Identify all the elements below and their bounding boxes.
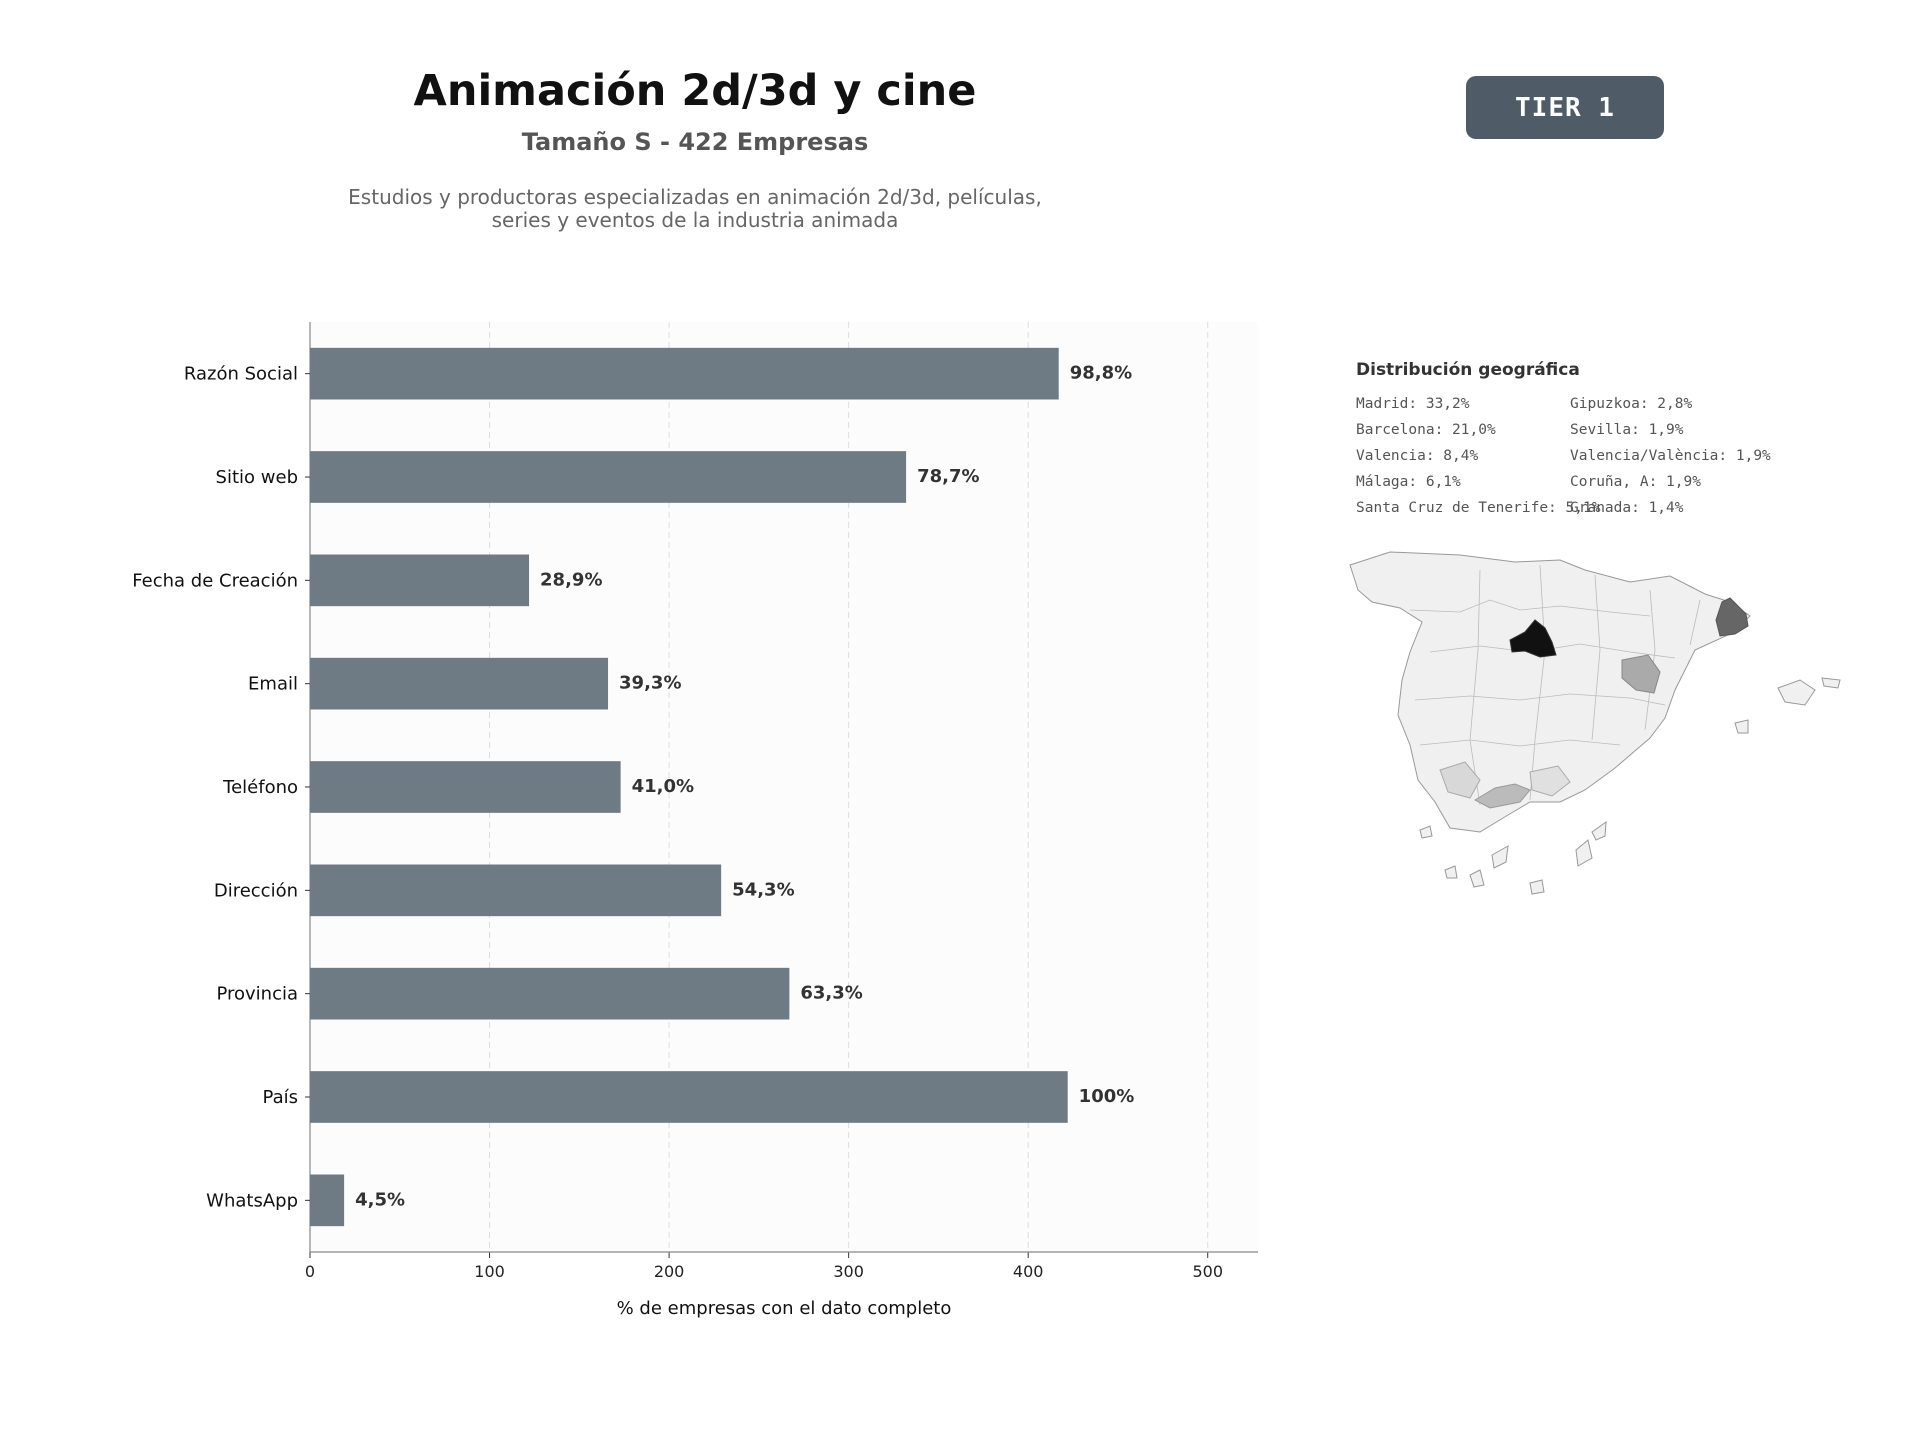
map-canary-7 (1591, 820, 1607, 841)
bar-value-label: 98,8% (1070, 363, 1132, 384)
bar-value-label: 78,7% (917, 466, 979, 487)
geo-item: Barcelona: 21,0% (1356, 422, 1496, 438)
bar (310, 1071, 1068, 1123)
x-tick-label: 100 (474, 1262, 505, 1281)
map-canary-4 (1491, 845, 1509, 869)
bar (310, 864, 722, 917)
bar-value-label: 28,9% (540, 569, 602, 590)
y-tick-label: Email (248, 674, 298, 695)
spain-map (1349, 551, 1841, 895)
bar-value-label: 4,5% (355, 1189, 405, 1210)
x-tick-label: 0 (305, 1262, 315, 1281)
geo-item: Málaga: 6,1% (1356, 474, 1461, 490)
geo-distribution-title: Distribución geográfica (1356, 360, 1580, 380)
map-region-granada (1529, 765, 1571, 797)
chart-title: Animación 2d/3d y cine (413, 66, 977, 116)
description-line-1: Estudios y productoras especializadas en… (348, 185, 1042, 209)
map-region-valencia (1621, 654, 1661, 694)
y-tick-label: Fecha de Creación (132, 570, 298, 591)
map-region-madrid (1509, 619, 1557, 658)
bar-value-label: 54,3% (732, 879, 794, 900)
geo-item: Gipuzkoa: 2,8% (1570, 396, 1693, 412)
y-tick-label: País (263, 1087, 298, 1108)
bar-value-label: 63,3% (800, 983, 862, 1004)
x-tick-label: 400 (1013, 1262, 1044, 1281)
bar (310, 347, 1059, 400)
bar (310, 451, 907, 503)
chart-subtitle: Tamaño S - 422 Empresas (521, 128, 869, 156)
description-line-2: series y eventos de la industria animada (491, 208, 899, 232)
y-tick-label: Dirección (214, 880, 298, 901)
bar-value-label: 100% (1079, 1086, 1135, 1107)
geo-item: Valencia: 8,4% (1356, 448, 1479, 464)
map-canary-2 (1444, 865, 1458, 879)
map-canary-6 (1575, 839, 1593, 867)
y-tick-label: Provincia (216, 984, 298, 1005)
y-tick-label: WhatsApp (206, 1190, 298, 1211)
map-balearic-minorca (1821, 677, 1841, 689)
geo-item: Madrid: 33,2% (1356, 396, 1470, 412)
geo-item: Santa Cruz de Tenerife: 5,1% (1356, 500, 1601, 516)
geo-item: Valencia/València: 1,9% (1570, 448, 1771, 464)
map-canary-3 (1469, 869, 1485, 888)
geo-item: Granada: 1,4% (1570, 500, 1684, 516)
map-internal-borders (1409, 564, 1701, 806)
bar (310, 761, 621, 813)
y-tick-label: Sitio web (216, 467, 298, 488)
x-tick-label: 300 (833, 1262, 864, 1281)
y-tick-label: Teléfono (222, 777, 298, 798)
map-canary-1 (1419, 825, 1433, 839)
x-tick-label: 500 (1192, 1262, 1223, 1281)
bar-value-label: 39,3% (619, 673, 681, 694)
tier-badge: TIER 1 (1466, 76, 1664, 139)
bar (310, 1174, 345, 1227)
x-tick-label: 200 (654, 1262, 685, 1281)
map-balearic-ibiza (1734, 719, 1749, 734)
bar-value-label: 41,0% (632, 776, 694, 797)
bar (310, 657, 609, 710)
geo-item: Sevilla: 1,9% (1570, 422, 1684, 438)
map-region-sevilla (1439, 761, 1481, 799)
map-balearic-majorca (1777, 679, 1816, 706)
bar (310, 967, 790, 1020)
map-peninsula (1349, 551, 1751, 833)
geo-item: Coruña, A: 1,9% (1570, 474, 1701, 490)
map-region-barcelona (1715, 597, 1749, 637)
map-canary-5 (1529, 879, 1545, 895)
y-tick-label: Razón Social (184, 364, 298, 385)
bar (310, 554, 530, 607)
x-axis-label: % de empresas con el dato completo (617, 1298, 952, 1319)
map-region-malaga (1473, 783, 1531, 809)
chart-description: Estudios y productoras especializadas en… (200, 186, 1190, 232)
